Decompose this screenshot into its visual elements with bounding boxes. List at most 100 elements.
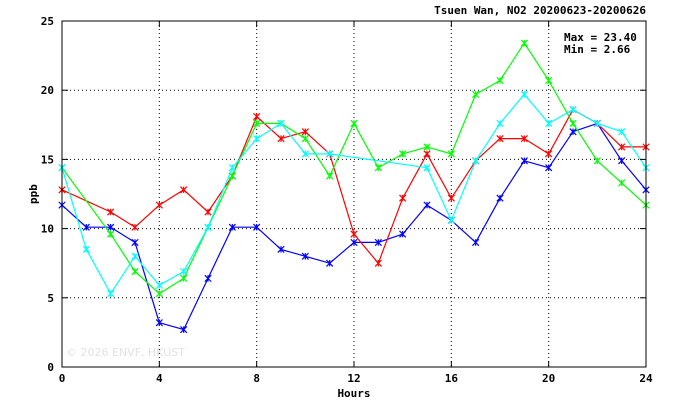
data-point: [399, 230, 407, 238]
data-point: [277, 135, 285, 143]
data-point: [496, 135, 504, 143]
series-line: [61, 42, 647, 295]
data-point: [204, 223, 212, 231]
data-point: [131, 223, 139, 231]
data-point: [180, 274, 188, 283]
data-point: [326, 150, 334, 158]
data-point: [472, 90, 480, 98]
data-point: [253, 112, 261, 121]
y-tick-label: 5: [47, 292, 54, 305]
data-point: [204, 208, 212, 216]
data-point: [326, 259, 334, 267]
y-tick-label: 10: [41, 223, 54, 236]
series-line: [61, 122, 647, 331]
series-line: [61, 93, 647, 295]
x-tick-label: 24: [639, 372, 653, 385]
data-point: [180, 186, 188, 194]
x-tick-label: 4: [156, 372, 163, 385]
data-point: [253, 119, 261, 128]
data-point: [593, 157, 601, 165]
y-tick-label: 20: [41, 84, 54, 97]
data-point: [374, 238, 382, 247]
data-point: [447, 194, 455, 202]
grid-lines: [62, 21, 646, 367]
data-point: [593, 119, 601, 128]
y-tick-label: 25: [41, 15, 54, 28]
data-point: [180, 326, 188, 334]
data-point: [301, 150, 309, 158]
data-point: [131, 267, 139, 276]
data-point: [618, 143, 626, 151]
data-point: [155, 201, 163, 209]
data-point: [301, 252, 309, 260]
data-point: [277, 119, 285, 128]
data-point: [107, 230, 115, 238]
data-point: [228, 164, 236, 172]
data-point: [472, 157, 480, 165]
data-point: [520, 39, 528, 47]
data-point: [155, 290, 163, 298]
data-point: [350, 238, 358, 247]
data-point: [107, 290, 115, 298]
x-tick-label: 20: [542, 372, 555, 385]
y-tick-label: 0: [47, 361, 54, 374]
data-point: [569, 105, 577, 114]
series-layer: [58, 39, 650, 334]
data-point: [569, 128, 577, 136]
min-label: Min = 2.66: [564, 43, 631, 56]
data-point: [496, 194, 504, 202]
data-point: [277, 245, 285, 253]
data-point: [82, 223, 90, 231]
data-point: [423, 201, 431, 209]
data-point: [545, 150, 553, 158]
y-axis-label: ppb: [27, 184, 40, 204]
x-axis-label: Hours: [337, 387, 370, 400]
series-1: [58, 119, 650, 334]
data-point: [618, 128, 626, 136]
data-point: [399, 150, 407, 158]
axis-ticks: 0 4 8 12 16 20 24 0 5 10 15 20 25: [41, 15, 653, 385]
data-point: [131, 238, 139, 247]
data-point: [107, 223, 115, 231]
data-point: [253, 135, 261, 143]
chart-title: Tsuen Wan, NO2 20200623-20200626: [434, 4, 646, 17]
data-point: [496, 119, 504, 128]
data-point: [228, 223, 236, 231]
data-point: [155, 281, 163, 289]
data-point: [374, 259, 382, 267]
data-point: [253, 223, 261, 231]
data-point: [423, 143, 431, 151]
data-point: [472, 238, 480, 247]
watermark: © 2026 ENVF, HKUST: [66, 346, 185, 359]
x-tick-label: 16: [445, 372, 459, 385]
x-tick-label: 0: [59, 372, 66, 385]
data-point: [180, 267, 188, 276]
data-point: [82, 245, 90, 253]
series-3: [58, 39, 650, 298]
series-4: [58, 90, 650, 298]
data-point: [545, 119, 553, 128]
data-point: [399, 194, 407, 202]
data-point: [301, 135, 309, 143]
data-point: [447, 216, 455, 224]
data-point: [447, 150, 455, 158]
data-point: [374, 164, 382, 172]
data-point: [520, 157, 528, 165]
data-point: [618, 157, 626, 165]
data-point: [204, 274, 212, 283]
data-point: [155, 319, 163, 327]
data-point: [496, 76, 504, 85]
data-point: [520, 135, 528, 143]
x-tick-label: 12: [347, 372, 360, 385]
data-point: [569, 119, 577, 128]
series-line: [61, 108, 646, 264]
data-point: [131, 252, 139, 260]
data-point: [423, 164, 431, 172]
max-label: Max = 23.40: [564, 31, 637, 44]
data-point: [618, 179, 626, 187]
data-point: [350, 119, 358, 128]
data-point: [326, 172, 334, 180]
data-point: [107, 208, 115, 216]
